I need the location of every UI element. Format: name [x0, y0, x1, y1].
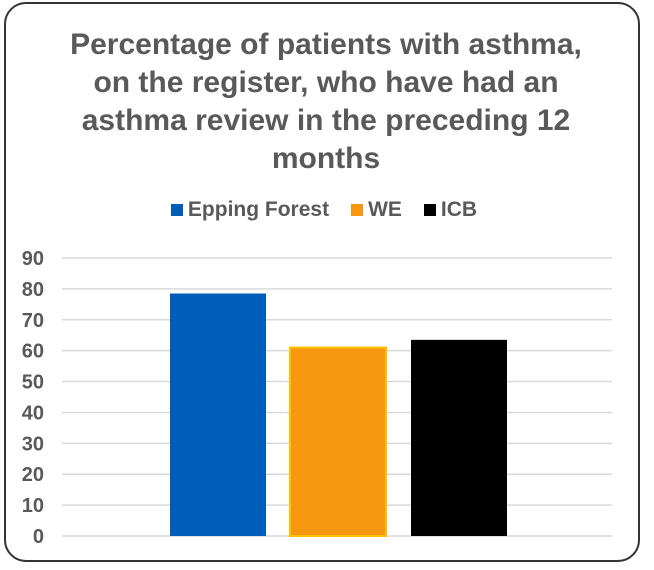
y-tick-label: 60: [22, 341, 44, 363]
legend-item-icb: ICB: [423, 198, 478, 222]
chart-title: Percentage of patients with asthma, on t…: [70, 28, 582, 175]
bar-icb: [411, 339, 507, 536]
y-tick-label: 50: [22, 372, 44, 394]
y-tick-label: 90: [22, 248, 44, 270]
y-tick-label: 70: [22, 310, 44, 332]
legend-swatch-epping-forest: [170, 204, 183, 216]
bars-layer: [170, 293, 507, 538]
legend-swatch-icb: [423, 204, 436, 216]
y-tick-label: 0: [33, 526, 44, 548]
legend-label-we: WE: [368, 198, 402, 221]
legend-item-epping-forest: Epping Forest: [170, 198, 330, 222]
y-tick-label: 40: [22, 402, 44, 424]
legend-label-icb: ICB: [440, 198, 478, 221]
legend-swatch-we: [351, 204, 364, 216]
y-tick-label: 20: [22, 464, 44, 486]
legend: Epping Forest WE ICB: [6, 198, 642, 222]
y-axis-tick-labels: 90 80 70 60 50 40 30 20 10 0: [22, 248, 44, 548]
legend-item-we: WE: [351, 198, 402, 222]
y-tick-label: 10: [22, 495, 44, 517]
bar-we: [289, 346, 387, 538]
y-tick-label: 80: [22, 279, 44, 301]
legend-label-epping-forest: Epping Forest: [187, 198, 330, 221]
y-tick-label: 30: [22, 433, 44, 455]
bar-epping-forest: [170, 293, 266, 536]
